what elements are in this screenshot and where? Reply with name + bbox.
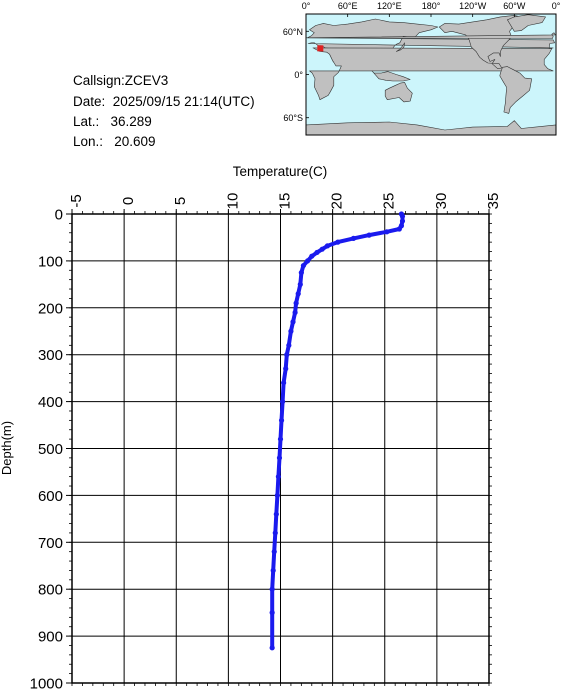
- map-lat-label: 0°: [294, 70, 303, 80]
- profile-point: [324, 243, 331, 249]
- profile-point: [319, 246, 325, 252]
- y-tick-label: 500: [38, 441, 63, 458]
- profile-point: [270, 567, 276, 574]
- profile-points: [269, 211, 406, 651]
- x-tick-label: 20: [329, 193, 346, 210]
- profile-point: [281, 380, 287, 386]
- y-tick-label: 700: [38, 535, 63, 552]
- profile-point: [269, 610, 275, 616]
- profile-point: [350, 235, 357, 241]
- profile-point: [269, 586, 275, 592]
- profile-point: [286, 342, 292, 348]
- profile-point: [283, 366, 289, 372]
- x-axis-label: Temperature(C): [233, 164, 328, 179]
- australia-shape: [384, 82, 413, 103]
- profile-point: [271, 549, 277, 555]
- map-lon-label: 120°E: [377, 1, 402, 11]
- profile-point: [290, 319, 296, 325]
- map-lon-label: 0°: [552, 1, 561, 11]
- x-tick-label: 5: [172, 197, 189, 205]
- profile-point: [293, 300, 299, 306]
- north-america-shape: [438, 15, 529, 69]
- profile-point: [399, 218, 406, 224]
- profile-point: [295, 291, 301, 297]
- map-longitude-labels: 0° 60°E 120°E 180° 120°W 60°W 0°: [302, 1, 561, 11]
- y-tick-label: 400: [38, 394, 63, 411]
- profile-point: [278, 417, 285, 423]
- y-axis-label: Depth(m): [0, 421, 14, 475]
- x-tick-label: 30: [433, 193, 450, 210]
- profile-point: [276, 455, 283, 461]
- x-tick-label: 10: [224, 193, 241, 210]
- y-tick-label: 1000: [30, 676, 63, 690]
- map-lon-label: 120°W: [459, 1, 487, 11]
- map-lon-label: 180°: [422, 1, 441, 11]
- map-lon-label: 60°E: [338, 1, 358, 11]
- callsign-text: Callsign:ZCEV3: [73, 73, 169, 88]
- station-marker: [317, 45, 324, 52]
- x-tick-label: 15: [276, 193, 293, 210]
- latitude-text: Lat.: 36.289: [73, 114, 152, 129]
- uk-shape: [306, 32, 556, 39]
- japan-shape: [395, 42, 405, 52]
- y-tick-label: 100: [38, 253, 63, 270]
- x-tick-label: -5: [68, 194, 85, 207]
- y-tick-label: 0: [55, 207, 63, 224]
- y-tick-label: 600: [38, 488, 63, 505]
- map-lon-label: 60°W: [503, 1, 526, 11]
- profile-point: [292, 309, 298, 316]
- profile-point: [284, 352, 290, 358]
- profile-point: [298, 270, 304, 276]
- y-tick-label: 800: [38, 582, 63, 599]
- profile-point: [314, 249, 320, 256]
- profile-point: [297, 281, 303, 287]
- x-tick-label: 25: [381, 193, 398, 210]
- profile-point: [384, 229, 390, 235]
- date-text: Date: 2025/09/15 21:14(UTC): [73, 94, 255, 109]
- profile-point: [279, 399, 286, 405]
- indonesia-shape: [371, 70, 411, 82]
- profile-point: [277, 436, 284, 442]
- world-map: 0° 60°E 120°E 180° 120°W 60°W 0° 60°N 0° 60°S: [283, 1, 561, 136]
- y-tick-label: 300: [38, 347, 63, 364]
- plot-frame: [71, 213, 490, 684]
- south-america-shape: [499, 66, 533, 114]
- map-lat-label: 60°N: [283, 27, 303, 37]
- map-lat-label: 60°S: [283, 113, 303, 123]
- profile-point: [288, 328, 294, 334]
- profile-point: [335, 239, 341, 245]
- x-tick-label: 0: [120, 197, 137, 205]
- map-latitude-labels: 60°N 0° 60°S: [283, 27, 304, 123]
- y-tick-label: 200: [38, 300, 63, 317]
- map-land: [305, 14, 557, 136]
- y-tick-labels: 0 100 200 300 400 500 600 700 800 900 1000: [30, 207, 63, 690]
- profile-point: [269, 645, 275, 651]
- profile-point: [305, 258, 311, 264]
- profile-point: [396, 226, 402, 232]
- profile-point: [309, 253, 315, 259]
- x-tick-label: 35: [485, 193, 502, 210]
- map-frame: [305, 13, 557, 136]
- profile-point: [272, 530, 278, 536]
- longitude-text: Lon.: 20.609: [73, 134, 156, 149]
- profile-point: [274, 492, 280, 498]
- profile-point: [366, 232, 372, 238]
- profile-point: [399, 213, 406, 219]
- x-tick-labels: -5 0 5 10 15 20 25 30 35: [68, 193, 502, 210]
- profile-point: [273, 511, 279, 517]
- profile-point: [275, 474, 282, 480]
- greenland-shape: [507, 14, 546, 32]
- profile-point: [300, 262, 307, 269]
- map-lon-label: 0°: [302, 1, 311, 11]
- profile-chart: -5 0 5 10 15 20 25 30 35 0 100 200 300 400 500 600 700 8…: [0, 164, 502, 690]
- y-tick-label: 900: [38, 629, 63, 646]
